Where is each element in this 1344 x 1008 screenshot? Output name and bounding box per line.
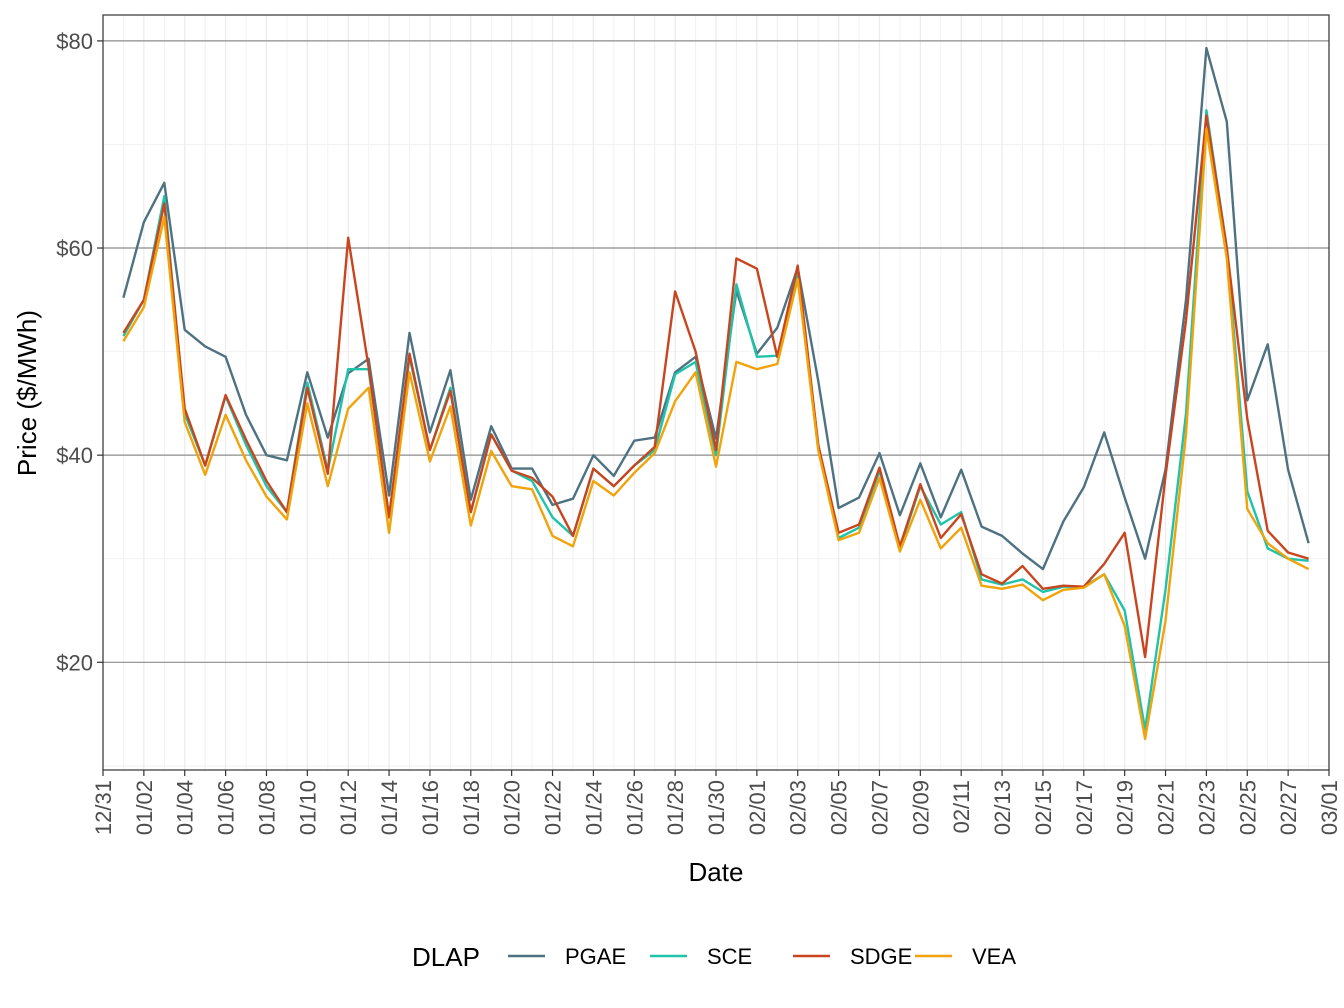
x-tick-label: 01/04 — [173, 780, 198, 835]
plot-border — [102, 14, 1330, 771]
x-tick-label: 01/16 — [418, 780, 443, 835]
y-tick-label: $60 — [56, 236, 93, 261]
x-tick-label: 02/05 — [827, 780, 852, 835]
x-tick-label: 02/25 — [1235, 780, 1260, 835]
x-tick-label: 02/21 — [1154, 780, 1179, 835]
series-line — [122, 114, 1309, 659]
x-tick-label: 01/28 — [663, 780, 688, 835]
x-tick-label: 01/30 — [704, 780, 729, 835]
y-tick-label: $20 — [56, 650, 93, 675]
x-tick-label: 01/10 — [295, 780, 320, 835]
x-tick-label: 02/23 — [1194, 780, 1219, 835]
y-tick-label: $80 — [56, 29, 93, 54]
legend-label: SCE — [707, 944, 752, 969]
series-line — [122, 127, 1310, 741]
x-tick-label: 01/18 — [459, 780, 484, 835]
legend-label: PGAE — [565, 944, 626, 969]
x-tick-label: 01/02 — [132, 780, 157, 835]
legend-label: SDGE — [850, 944, 912, 969]
x-tick-label: 01/14 — [377, 780, 402, 835]
x-tick-label: 02/27 — [1276, 780, 1301, 835]
x-tick-label: 01/26 — [622, 780, 647, 835]
x-tick-label: 01/06 — [214, 780, 239, 835]
x-axis-label: Date — [689, 857, 744, 887]
x-tick-label: 01/08 — [254, 780, 279, 835]
legend-title: DLAP — [412, 942, 480, 972]
x-tick-label: 12/31 — [91, 780, 116, 835]
x-tick-label: 01/12 — [336, 780, 361, 835]
x-tick-label: 01/24 — [581, 780, 606, 835]
x-tick-label: 03/01 — [1317, 780, 1342, 835]
x-tick-label: 02/09 — [908, 780, 933, 835]
legend-label: VEA — [972, 944, 1016, 969]
series-line — [122, 46, 1310, 571]
x-tick-label: 02/13 — [990, 780, 1015, 835]
x-tick-label: 02/07 — [867, 780, 892, 835]
x-tick-label: 01/22 — [541, 780, 566, 835]
x-tick-label: 01/20 — [500, 780, 525, 835]
x-tick-label: 02/11 — [949, 780, 974, 833]
y-axis-label: Price ($/MWh) — [12, 310, 42, 476]
x-tick-label: 02/15 — [1031, 780, 1056, 835]
x-tick-label: 02/01 — [745, 780, 770, 835]
x-tick-label: 02/17 — [1072, 780, 1097, 835]
y-tick-label: $40 — [56, 443, 93, 468]
x-tick-label: 02/03 — [786, 780, 811, 835]
x-tick-label: 02/19 — [1113, 780, 1138, 835]
